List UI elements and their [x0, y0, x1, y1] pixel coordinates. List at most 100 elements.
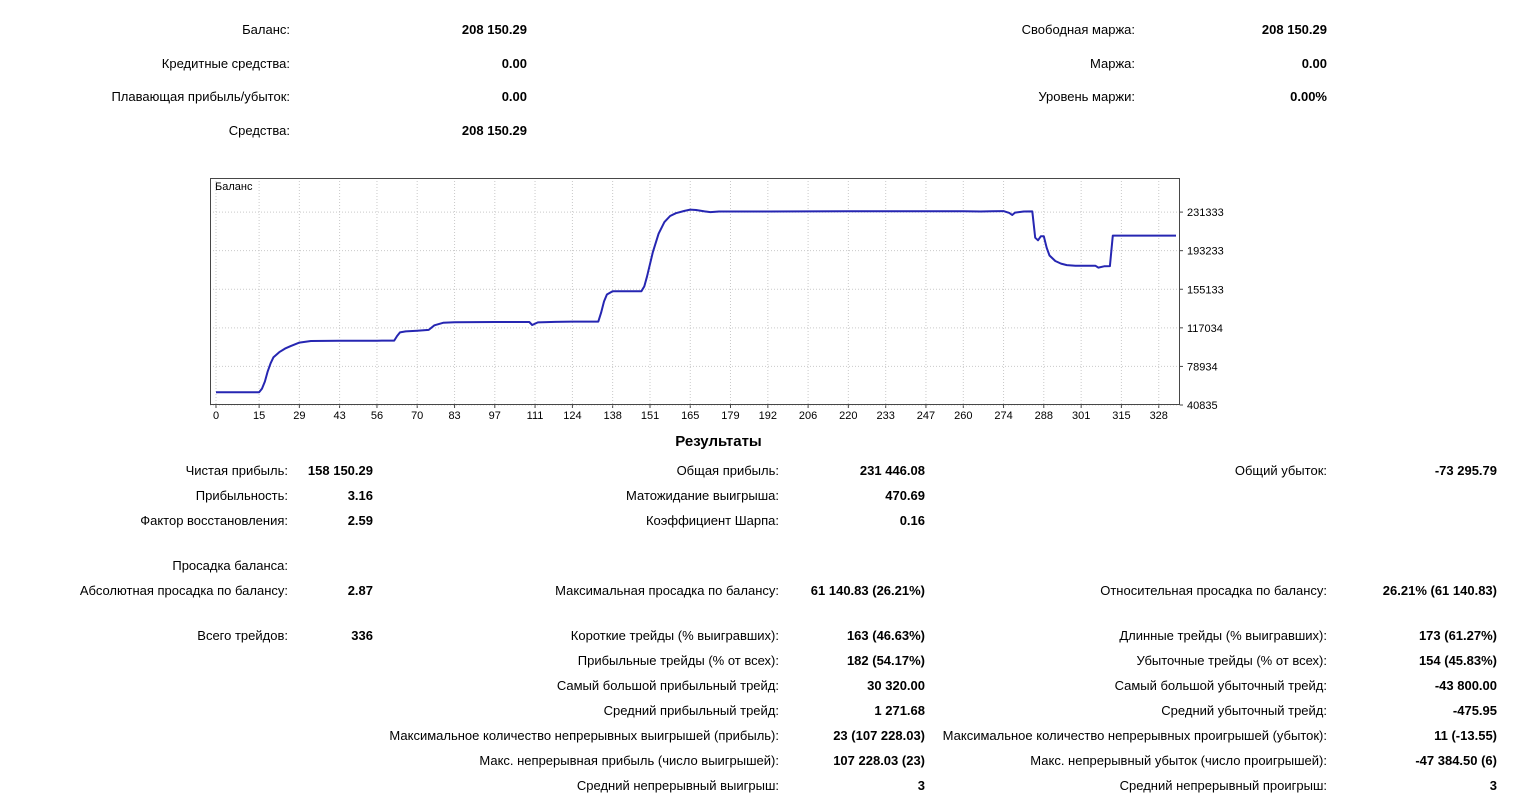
x-axis-tick-label: 288: [1035, 410, 1053, 422]
result-value: 163 (46.63%): [846, 628, 925, 643]
account-value: 0.00: [1301, 55, 1327, 71]
result-label: Максимальное количество непрерывных выиг…: [389, 728, 779, 743]
y-axis-tick-label: 231333: [1187, 207, 1224, 219]
result-label: Всего трейдов:: [197, 628, 288, 643]
x-axis-tick-label: 260: [954, 410, 972, 422]
x-axis-tick-label: 43: [333, 410, 345, 422]
result-label: Относительная просадка по балансу:: [1100, 583, 1327, 598]
result-value: 3: [917, 778, 925, 793]
result-label: Общая прибыль:: [676, 463, 779, 478]
result-value: 336: [351, 628, 373, 643]
result-value: 154 (45.83%): [1418, 653, 1497, 668]
result-value: 0.16: [899, 513, 925, 528]
results-title: Результаты: [675, 433, 762, 450]
result-value: 1 271.68: [874, 703, 925, 718]
result-label: Общий убыток:: [1234, 463, 1327, 478]
account-value: 0.00: [501, 89, 527, 104]
x-axis-tick-label: 56: [371, 410, 383, 422]
account-row: Уровень маржи: 0.00%: [800, 89, 1327, 123]
result-value: 23 (107 228.03): [833, 728, 925, 743]
result-label: Прибыльность:: [195, 488, 288, 503]
results-row: Самый большой прибыльный трейд: 30 320.00…: [0, 673, 1497, 698]
account-row: Средства: 208 150.29: [0, 123, 527, 157]
x-axis-tick-label: 83: [448, 410, 460, 422]
account-label: Средства:: [228, 122, 290, 138]
result-label: Максимальное количество непрерывных прои…: [942, 728, 1327, 743]
account-value: 208 150.29: [461, 122, 527, 138]
result-value: 61 140.83 (26.21%): [810, 583, 925, 598]
account-row: Кредитные средства: 0.00: [0, 56, 527, 90]
x-axis-tick-label: 206: [799, 410, 817, 422]
account-value: 208 150.29: [1261, 22, 1327, 37]
result-label: Убыточные трейды (% от всех):: [1136, 653, 1327, 668]
x-axis-tick-label: 220: [839, 410, 857, 422]
x-axis-tick-label: 192: [759, 410, 777, 422]
x-axis-tick-label: 328: [1150, 410, 1168, 422]
result-value: -43 800.00: [1434, 678, 1497, 693]
y-axis-tick-label: 193233: [1187, 246, 1224, 258]
x-axis-tick-label: 151: [641, 410, 659, 422]
balance-chart-svg: 0 15 29 43 56 70 83 97 111 124 138 151 165 179 192 206 2…: [210, 178, 1224, 422]
account-summary-right: Свободная маржа: 208 150.29 Маржа: 0.00 Уров…: [800, 22, 1327, 123]
x-axis-tick-label: 233: [877, 410, 895, 422]
account-value: 0.00: [501, 55, 527, 71]
result-label: Средний непрерывный выигрыш:: [576, 778, 779, 793]
account-label: Кредитные средства:: [161, 55, 290, 71]
account-value: 208 150.29: [461, 22, 527, 37]
account-label: Уровень маржи:: [1038, 89, 1135, 104]
result-label: Абсолютная просадка по балансу:: [79, 583, 288, 598]
x-axis-tick-label: 247: [917, 410, 935, 422]
account-label: Маржа:: [1090, 55, 1135, 71]
results-row: Просадка баланса:: [0, 553, 1497, 578]
x-axis-tick-label: 29: [293, 410, 305, 422]
balance-chart: 0 15 29 43 56 70 83 97 111 124 138 151 165 179 192 206 2…: [210, 176, 1290, 428]
chart-border: [210, 178, 1180, 405]
account-summary-left: Баланс: 208 150.29 Кредитные средства: 0.00…: [0, 22, 527, 156]
x-axis-tick-label: 0: [213, 410, 219, 422]
result-label: Самый большой убыточный трейд:: [1114, 678, 1327, 693]
result-value: 26.21% (61 140.83): [1382, 583, 1497, 598]
x-axis-tick-label: 315: [1112, 410, 1130, 422]
result-value: 470.69: [885, 488, 925, 503]
result-label: Матожидание выигрыша:: [626, 488, 779, 503]
result-label: Коэффициент Шарпа:: [645, 513, 779, 528]
account-label: Плавающая прибыль/убыток:: [111, 89, 290, 104]
result-label: Средний убыточный трейд:: [1161, 703, 1327, 718]
account-row: Свободная маржа: 208 150.29: [800, 22, 1327, 56]
x-axis-tick-label: 165: [681, 410, 699, 422]
results-row: Прибыльные трейды (% от всех): 182 (54.17…: [0, 648, 1497, 673]
results-row: Прибыльность: 3.16 Матожидание выигрыша: 47…: [0, 483, 1497, 508]
result-label: Фактор восстановления:: [140, 513, 288, 528]
results-row: Всего трейдов: 336 Короткие трейды (% выиг…: [0, 623, 1497, 648]
account-label: Свободная маржа:: [1021, 22, 1135, 37]
result-value: 182 (54.17%): [846, 653, 925, 668]
account-row: Баланс: 208 150.29: [0, 22, 527, 56]
results-row: Средний непрерывный выигрыш: 3 Средний неп…: [0, 773, 1497, 798]
result-label: Макс. непрерывный убыток (число проигрыш…: [1030, 753, 1327, 768]
result-value: 3.16: [347, 488, 373, 503]
results-row: Макс. непрерывная прибыль (число выигрыш…: [0, 748, 1497, 773]
y-axis-tick-label: 40835: [1187, 400, 1218, 412]
result-value: 107 228.03 (23): [833, 753, 925, 768]
result-label: Просадка баланса:: [172, 558, 288, 573]
result-label: Самый большой прибыльный трейд:: [556, 678, 779, 693]
x-axis-tick-label: 70: [411, 410, 423, 422]
results-row: Фактор восстановления: 2.59 Коэффициент Ша…: [0, 508, 1497, 533]
results-row: Средний прибыльный трейд: 1 271.68 Средний…: [0, 698, 1497, 723]
result-value: 158 150.29: [307, 463, 373, 478]
result-value: -475.95: [1452, 703, 1497, 718]
result-value: 11 (-13.55): [1434, 728, 1497, 743]
chart-title: Баланс: [215, 181, 253, 193]
result-value: 173 (61.27%): [1418, 628, 1497, 643]
x-axis-tick-label: 97: [489, 410, 501, 422]
result-value: -47 384.50 (6): [1415, 753, 1497, 768]
account-row: Плавающая прибыль/убыток: 0.00: [0, 89, 527, 123]
result-value: 3: [1489, 778, 1497, 793]
y-axis-tick-label: 117034: [1187, 323, 1223, 335]
x-axis-tick-label: 301: [1072, 410, 1090, 422]
results-row: Максимальное количество непрерывных выиг…: [0, 723, 1497, 748]
result-label: Длинные трейды (% выигравших):: [1119, 628, 1327, 643]
result-label: Средний непрерывный проигрыш:: [1119, 778, 1327, 793]
result-label: Прибыльные трейды (% от всех):: [577, 653, 779, 668]
